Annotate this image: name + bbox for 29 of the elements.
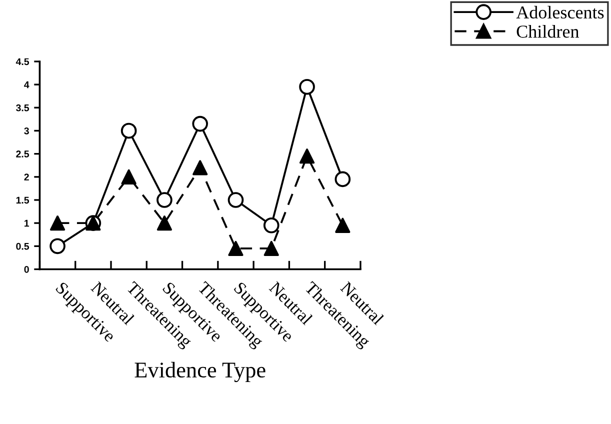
point	[299, 78, 315, 95]
x-axis-title: Evidence Type	[134, 362, 266, 382]
point	[156, 192, 172, 208]
y-tick-label: 1.5	[16, 196, 30, 204]
point	[50, 238, 66, 254]
point	[50, 216, 66, 231]
legend-label: Adolescents	[516, 6, 604, 19]
point	[228, 240, 244, 256]
point	[263, 217, 280, 234]
point	[228, 192, 244, 208]
y-tick-label: 2	[24, 174, 29, 180]
y-tick-label: 2.5	[16, 150, 30, 158]
point	[121, 169, 136, 184]
y-tick-label: 1	[24, 220, 30, 227]
y-tick-label: 3.5	[16, 104, 30, 112]
point	[120, 122, 137, 139]
point	[264, 240, 279, 256]
point	[192, 160, 208, 176]
y-tick-label: 0	[24, 266, 29, 273]
point	[334, 171, 351, 188]
point	[299, 148, 315, 164]
point	[156, 216, 172, 231]
y-tick-label: 3	[24, 127, 29, 134]
y-tick-label: 4	[24, 81, 30, 88]
point	[192, 116, 208, 132]
y-tick-label: 4.5	[16, 58, 30, 66]
y-tick-label: 0.5	[16, 242, 30, 250]
point	[335, 218, 350, 233]
legend-label: Children	[516, 25, 579, 38]
